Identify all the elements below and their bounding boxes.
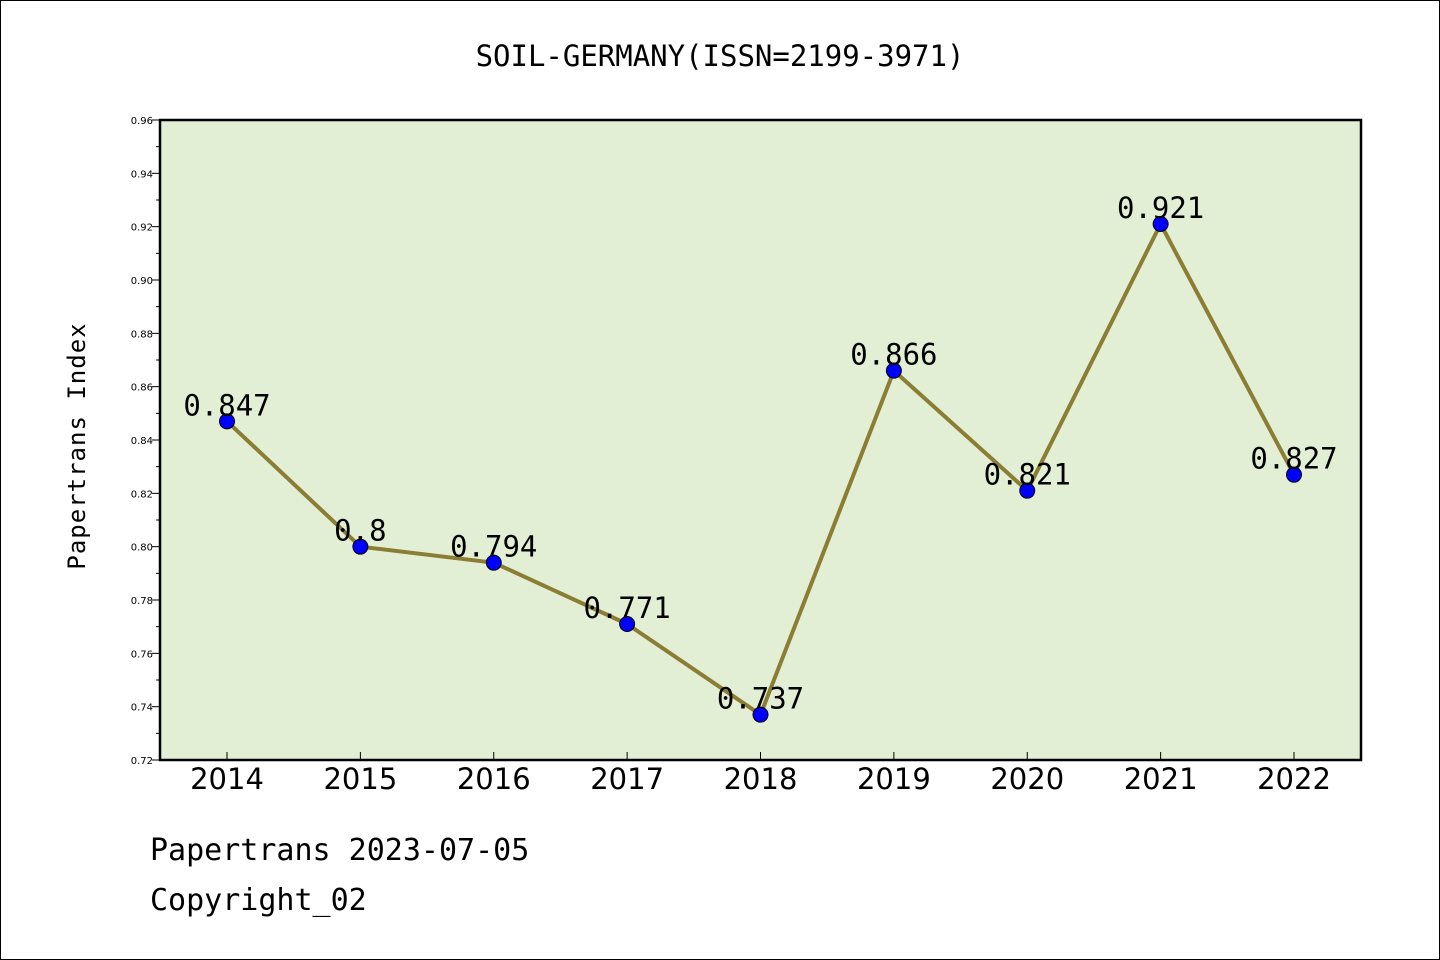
data-label: 0.866 (850, 338, 937, 372)
y-tick-label: 0.74 (131, 703, 153, 714)
x-tick-label: 2018 (724, 762, 798, 796)
footer-date: Papertrans 2023-07-05 (150, 833, 530, 868)
data-point (485, 554, 502, 571)
data-point (619, 616, 636, 632)
x-tick-label: 2021 (1124, 762, 1198, 796)
y-axis-label: Papertrans Index (63, 322, 91, 569)
data-point (219, 413, 235, 430)
chart-title: SOIL-GERMANY(ISSN=2199-3971) (476, 39, 965, 73)
data-point (1019, 482, 1036, 499)
data-point (1286, 466, 1302, 483)
data-label: 0.8 (334, 514, 386, 548)
data-point (1152, 216, 1169, 232)
series-layer: 0.847 0.8 0.794 0.771 0.737 0.866 0.821 0.921 0.… (183, 191, 1338, 723)
data-label: 0.847 (183, 388, 270, 422)
data-point (752, 706, 769, 723)
y-tick-label: 0.80 (131, 543, 153, 554)
data-label: 0.771 (583, 591, 670, 625)
data-label: 0.737 (717, 682, 804, 716)
y-tick-label: 0.94 (131, 169, 153, 180)
data-label: 0.794 (450, 530, 537, 564)
y-tick-label: 0.88 (131, 329, 153, 340)
x-tick-label: 2019 (857, 762, 931, 796)
x-tick-label: 2016 (457, 762, 531, 796)
plot-border (158, 118, 1363, 762)
y-tick-label: 0.82 (131, 489, 153, 500)
axis-layer: 0.72 0.74 0.76 0.78 0.80 0.82 0.84 0.86 0.88 0.90… (131, 116, 1331, 796)
y-tick-label: 0.96 (131, 116, 153, 127)
y-tick-label: 0.86 (131, 383, 153, 394)
y-tick-label: 0.72 (131, 756, 153, 767)
x-tick-label: 2017 (590, 762, 664, 796)
data-point (885, 362, 902, 379)
data-label: 0.821 (984, 458, 1071, 492)
y-tick-label: 0.90 (131, 276, 153, 287)
x-tick-label: 2015 (323, 762, 397, 796)
y-tick-label: 0.92 (131, 223, 153, 234)
x-tick-label: 2014 (190, 762, 264, 796)
y-tick-label: 0.76 (131, 649, 153, 660)
x-tick-label: 2020 (990, 762, 1064, 796)
data-label: 0.921 (1117, 191, 1204, 225)
data-label: 0.827 (1250, 442, 1337, 476)
data-point (352, 538, 369, 555)
footer-copyright: Copyright_02 (150, 883, 367, 918)
x-tick-label: 2022 (1257, 762, 1331, 796)
y-tick-label: 0.78 (131, 596, 153, 607)
y-tick-label: 0.84 (131, 436, 153, 447)
